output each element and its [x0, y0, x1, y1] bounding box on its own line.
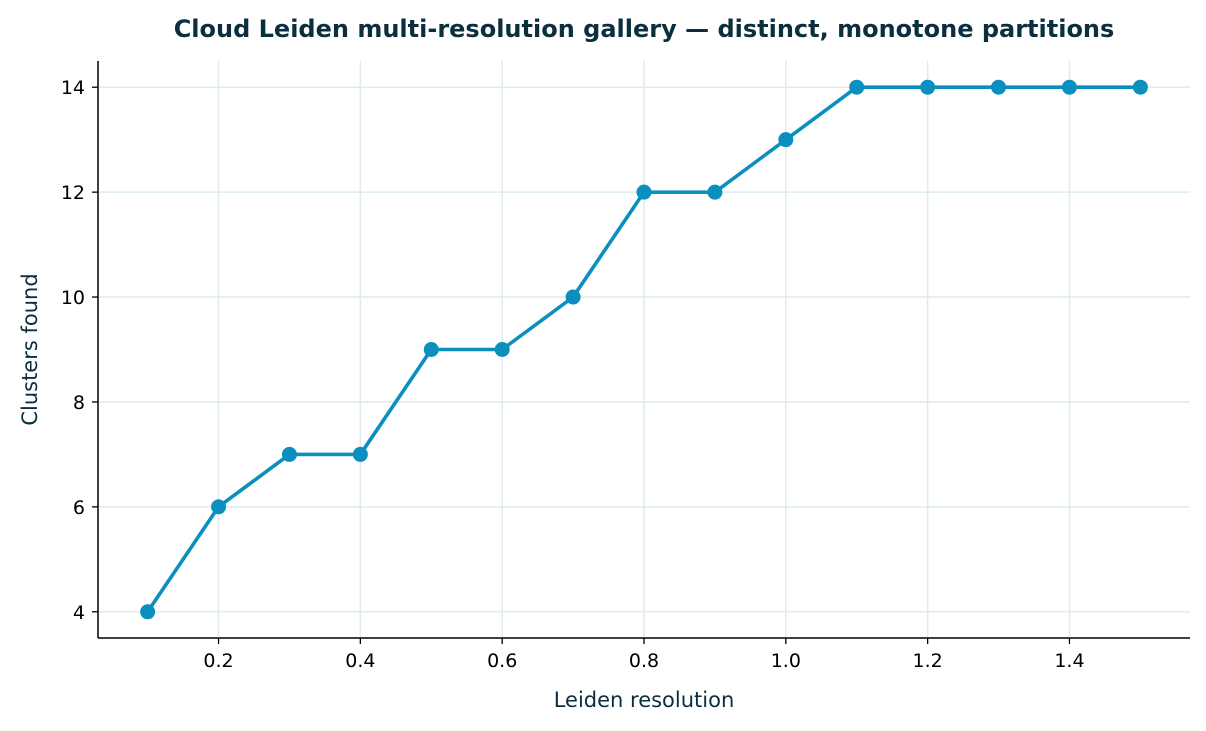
- x-tick-label: 0.2: [203, 650, 233, 672]
- data-point: [920, 79, 936, 95]
- data-layer: [140, 79, 1148, 620]
- data-point: [211, 499, 227, 515]
- x-tick-label: 1.4: [1054, 650, 1084, 672]
- axis-layer: 0.2 0.4 0.6 0.8 1.0 1.2 1.4 4 6 8 10 12 14: [61, 61, 1190, 672]
- y-tick-label: 10: [61, 287, 85, 309]
- grid-layer: [98, 61, 1190, 638]
- chart-title: Cloud Leiden multi-resolution gallery — …: [174, 15, 1115, 43]
- data-point: [565, 289, 581, 305]
- x-tick-label: 0.6: [487, 650, 517, 672]
- data-point: [991, 79, 1007, 95]
- data-point: [707, 184, 723, 200]
- y-tick-label: 14: [61, 77, 85, 99]
- y-tick-label: 4: [73, 602, 85, 624]
- data-point: [1132, 79, 1148, 95]
- data-point: [494, 342, 510, 357]
- data-point: [281, 446, 297, 462]
- y-axis-label: Clusters found: [18, 273, 42, 425]
- data-point: [849, 79, 865, 95]
- x-tick-label: 0.4: [345, 650, 375, 672]
- x-axis-label: Leiden resolution: [554, 688, 735, 712]
- y-tick-label: 8: [73, 392, 85, 414]
- x-tick-label: 0.8: [629, 650, 659, 672]
- data-point: [778, 132, 794, 148]
- data-point: [423, 342, 439, 357]
- x-tick-label: 1.0: [771, 650, 801, 672]
- data-point: [636, 184, 652, 200]
- y-tick-label: 12: [61, 182, 85, 204]
- x-tick-label: 1.2: [913, 650, 943, 672]
- data-point: [140, 604, 156, 620]
- y-tick-label: 6: [73, 497, 85, 519]
- data-point: [352, 446, 368, 462]
- data-point: [1061, 79, 1077, 95]
